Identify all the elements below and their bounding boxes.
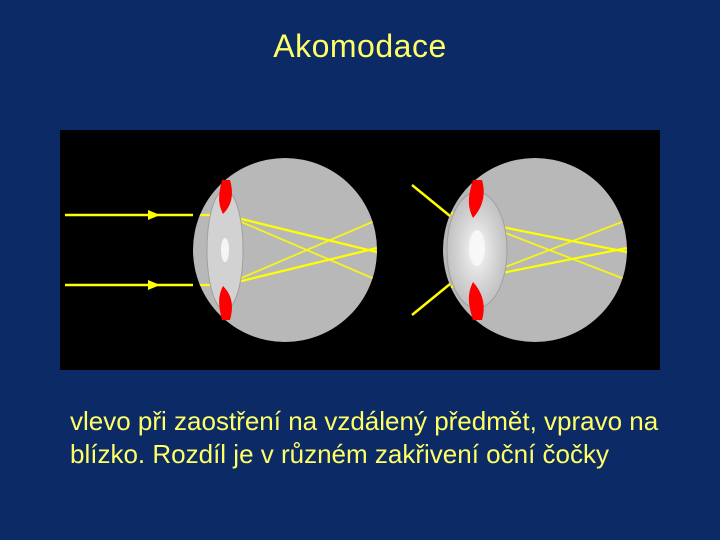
accommodation-diagram bbox=[60, 130, 660, 370]
ray-right-top-incoming bbox=[412, 185, 450, 216]
diagram-svg bbox=[60, 130, 660, 370]
lens-left-highlight bbox=[221, 238, 229, 262]
ray-left-bottom-arrow-icon bbox=[148, 280, 160, 290]
slide-caption: vlevo při zaostření na vzdálený předmět,… bbox=[70, 405, 660, 470]
eye-left-distant bbox=[65, 158, 377, 342]
lens-right-highlight bbox=[469, 230, 485, 266]
eye-right-near bbox=[412, 158, 627, 342]
slide-title: Akomodace bbox=[0, 28, 720, 65]
ray-left-top-arrow-icon bbox=[148, 210, 160, 220]
ray-right-bottom-incoming bbox=[412, 284, 450, 315]
